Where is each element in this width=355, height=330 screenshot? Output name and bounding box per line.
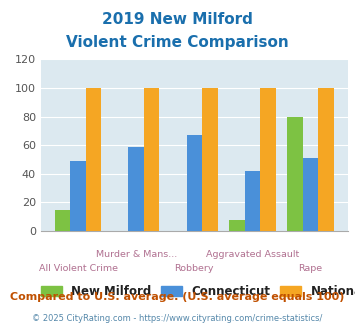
Bar [86,88,101,231]
Bar [187,135,202,231]
Text: © 2025 CityRating.com - https://www.cityrating.com/crime-statistics/: © 2025 CityRating.com - https://www.city… [32,314,323,323]
Bar [245,171,260,231]
Bar [303,158,318,231]
Bar [55,210,70,231]
Text: Rape: Rape [299,264,323,273]
Bar [318,88,334,231]
Bar [202,88,218,231]
Text: Compared to U.S. average. (U.S. average equals 100): Compared to U.S. average. (U.S. average … [10,292,345,302]
Bar [229,219,245,231]
Text: Robbery: Robbery [175,264,214,273]
Bar [70,161,86,231]
Bar [260,88,276,231]
Bar [129,147,144,231]
Text: Aggravated Assault: Aggravated Assault [206,250,299,259]
Bar [144,88,159,231]
Bar [288,116,303,231]
Text: All Violent Crime: All Violent Crime [39,264,118,273]
Text: 2019 New Milford: 2019 New Milford [102,12,253,26]
Text: Violent Crime Comparison: Violent Crime Comparison [66,35,289,50]
Text: Murder & Mans...: Murder & Mans... [95,250,177,259]
Legend: New Milford, Connecticut, National: New Milford, Connecticut, National [40,285,355,298]
